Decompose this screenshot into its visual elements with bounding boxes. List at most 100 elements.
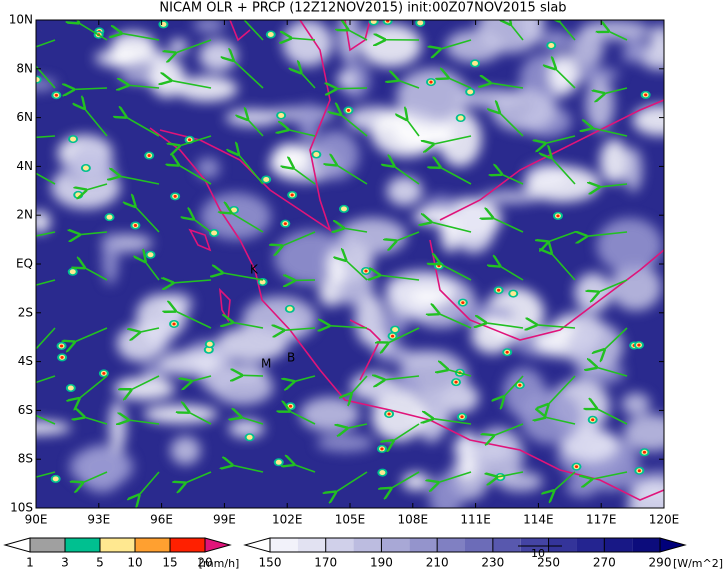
x-tick-label: 102E (272, 513, 303, 527)
rain-cell (172, 322, 176, 326)
wind-arrow (126, 117, 160, 137)
wind-arrow (596, 408, 628, 425)
wind-arrow (432, 419, 472, 425)
colorbar-segment (520, 538, 549, 552)
wind-arrow (193, 219, 212, 233)
wind-arrow (347, 424, 368, 428)
colorbar-segment (604, 538, 633, 552)
cloud (621, 48, 649, 63)
wind-arrow (433, 135, 472, 144)
rain-cell (510, 291, 517, 297)
cloud (521, 20, 545, 45)
rain-cell (417, 20, 424, 26)
rain-cell (173, 194, 177, 198)
wind-arrow (536, 325, 576, 328)
wind-arrow (294, 375, 316, 382)
cloud (196, 157, 220, 179)
rain-cell (67, 385, 74, 391)
cloud (282, 20, 333, 67)
wind-arrow (36, 375, 56, 384)
wind-arrow (499, 266, 524, 281)
wind-arrow (282, 231, 316, 246)
wind-arrow (387, 327, 420, 343)
wind-arrow (545, 135, 576, 143)
wind-arrow (232, 465, 264, 473)
wind-arrow (596, 367, 628, 377)
wind-arrow (36, 135, 56, 139)
wind-arrow (175, 39, 212, 53)
wind-arrow (493, 423, 524, 436)
wind-arrow (551, 253, 576, 281)
colorbar-label: 230 (481, 556, 504, 570)
wind-arrow (394, 166, 420, 185)
colorbar-end (243, 537, 271, 553)
rain-cell (497, 288, 501, 292)
wind-arrow (336, 165, 368, 185)
wind-arrow (384, 376, 420, 380)
wind-arrow (242, 375, 264, 376)
wind-arrow (336, 88, 368, 89)
rain-cell (386, 20, 390, 23)
wind-arrow (559, 21, 576, 41)
cloud (71, 137, 112, 184)
wind-arrow (79, 232, 108, 235)
colorbar-label: 170 (314, 556, 337, 570)
colorbar-label: 150 (259, 556, 282, 570)
rain-cell (60, 355, 64, 359)
wind-arrow (447, 370, 472, 377)
colorbar-segment (353, 538, 382, 552)
rain-cell (642, 450, 647, 454)
cloud (193, 20, 225, 33)
wind-arrow (553, 471, 576, 491)
cloud (316, 434, 374, 452)
rain-cell (637, 469, 641, 473)
wind-arrow (238, 154, 264, 185)
cloud (453, 435, 477, 461)
wind-arrow (243, 20, 264, 41)
wind-arrow (84, 417, 108, 425)
rain-cell (637, 343, 641, 347)
reference-vector-label: 10 (531, 547, 545, 560)
cloud (300, 397, 360, 432)
wind-arrow (135, 206, 160, 233)
cloud (108, 400, 127, 453)
y-tick-label: EQ (16, 257, 33, 271)
rain-cell (644, 93, 648, 97)
rain-cell (52, 476, 59, 482)
rain-cell (288, 404, 293, 408)
wind-arrow (171, 80, 212, 89)
title: NICAM OLR + PRCP (12Z12NOV2015) init:00Z… (159, 1, 566, 16)
cloud (561, 427, 618, 462)
rain-cell (133, 224, 138, 227)
wind-arrow (608, 31, 628, 41)
rain-cell (263, 176, 270, 182)
rain-cell (278, 112, 285, 118)
wind-arrow (74, 88, 108, 89)
cloud (519, 389, 582, 445)
precip-cells (36, 20, 651, 483)
cloud (548, 53, 580, 96)
colorbar-end (3, 537, 31, 553)
cloud (102, 232, 119, 285)
wind-arrow (343, 228, 368, 232)
colorbar-label: 210 (426, 556, 449, 570)
wind-arrow (179, 135, 212, 146)
olr-colorbar: 150 170 190 210 230 250 270 290 [W/m^2] (243, 537, 723, 570)
wind-arrow (191, 375, 212, 381)
colorbar-segment (492, 538, 521, 552)
wind-arrow (499, 112, 524, 137)
place-label: K (250, 263, 259, 277)
cloud (480, 190, 543, 204)
y-tick-label: 6N (16, 110, 33, 124)
y-tick-label: 2S (18, 305, 33, 319)
wind-arrow (340, 114, 368, 137)
cloud (610, 264, 662, 311)
cloud (199, 40, 238, 72)
rain-cell (390, 334, 395, 338)
wind-arrow (233, 60, 264, 89)
cloud (566, 322, 624, 372)
wind-arrow (79, 375, 108, 399)
colorbar-label: 3 (61, 556, 69, 570)
wind-arrow (139, 471, 160, 495)
